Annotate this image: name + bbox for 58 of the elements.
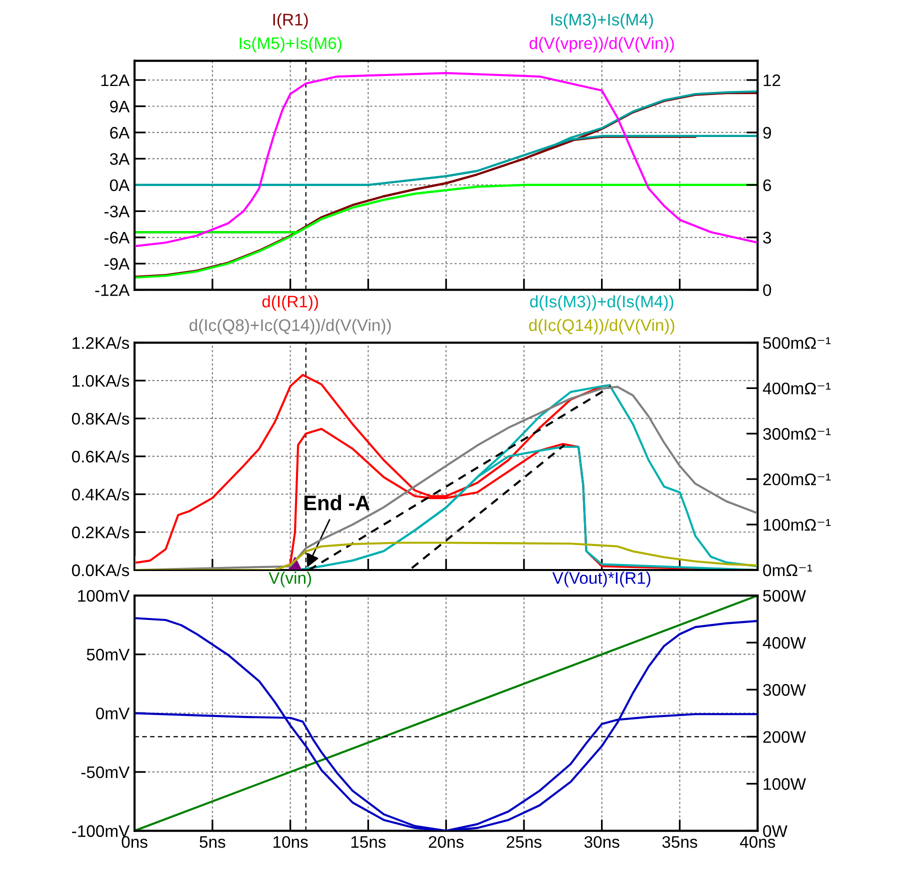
y2-tick-label: 400mΩ⁻¹ <box>762 382 831 394</box>
y-tick-label: 6A <box>110 126 130 139</box>
text: V(vin) <box>268 572 312 588</box>
y-tick-label: 0A <box>110 179 130 192</box>
text: d(Ic(Q8)+Ic(Q14))/d(V(Vin)) <box>190 318 391 334</box>
y-tick-label: -12A <box>95 284 130 296</box>
y-tick-label: -3A <box>104 206 130 218</box>
y-tick-label: 1.2KA/s <box>72 336 130 349</box>
y2-tick-label: 6 <box>763 179 772 192</box>
y-tick-label: 0.8KA/s <box>72 412 130 425</box>
y-tick-label: 0mV <box>96 708 130 720</box>
y2-tick-label: 100W <box>764 778 806 790</box>
y2-tick-label: 0mΩ⁻¹ <box>763 564 812 576</box>
x-tick-label: 15ns <box>351 836 386 848</box>
y2-tick-label: 300W <box>763 684 806 696</box>
text: I(R1) <box>273 13 308 29</box>
x-tick-label: 35ns <box>662 836 698 848</box>
y-tick-label: 0.4KA/s <box>72 488 130 500</box>
text: Is(M3)+Is(M4) <box>551 13 653 29</box>
x-tick-label: 25ns <box>506 836 542 848</box>
y2-tick-label: 300mΩ⁻¹ <box>763 428 831 440</box>
x-tick-label: 5ns <box>200 836 226 848</box>
y2-tick-label: 0 <box>763 284 772 296</box>
y2-tick-label: 12 <box>764 74 780 86</box>
text: Is(M5)+Is(M6) <box>240 36 342 52</box>
y-tick-label: -6A <box>104 232 130 244</box>
y2-tick-label: 9 <box>763 126 771 139</box>
y-tick-label: 1.0KA/s <box>72 374 130 387</box>
text: d(I(R1)) <box>262 295 318 311</box>
y2-tick-label: 200W <box>763 731 806 743</box>
text: d(Ic(Q14))/d(V(Vin)) <box>529 318 674 334</box>
y-tick-label: 50mV <box>86 648 130 661</box>
x-tick-label: 30ns <box>584 836 620 848</box>
y-tick-label: 0.0KA/s <box>72 564 130 576</box>
x-tick-label: 10ns <box>274 836 308 848</box>
text: d(Is(M3))+d(Is(M4)) <box>530 295 674 311</box>
text: V(Vout)*I(R1) <box>552 572 650 588</box>
series-label: d(V(vpre))/d(V(Vin)) <box>530 36 674 52</box>
y-tick-label: 9A <box>110 100 130 112</box>
y-tick-label: -100mV <box>72 825 130 837</box>
y-tick-label: 3A <box>110 153 130 165</box>
y2-tick-label: 500mΩ⁻¹ <box>763 337 831 349</box>
y-tick-label: -50mV <box>81 766 130 778</box>
y-tick-label: 0.6KA/s <box>72 450 130 463</box>
y2-tick-label: 200mΩ⁻¹ <box>763 473 831 486</box>
y-tick-label: -9A <box>104 258 130 270</box>
y-tick-label: 12A <box>101 74 130 86</box>
x-tick-label: 40ns <box>740 836 776 848</box>
annotation: End -A <box>304 495 370 510</box>
y2-tick-label: 100mΩ⁻¹ <box>764 518 831 531</box>
y-tick-label: 100mV <box>78 590 130 602</box>
y2-tick-label: 0W <box>763 825 788 837</box>
x-tick-label: 20ns <box>428 836 464 848</box>
y2-tick-label: 500W <box>763 590 806 602</box>
y2-tick-label: 400W <box>762 637 806 649</box>
x-tick-label: 0ns <box>122 836 148 848</box>
y2-tick-label: 3 <box>763 232 772 244</box>
y-tick-label: 0.2KA/s <box>72 526 130 538</box>
